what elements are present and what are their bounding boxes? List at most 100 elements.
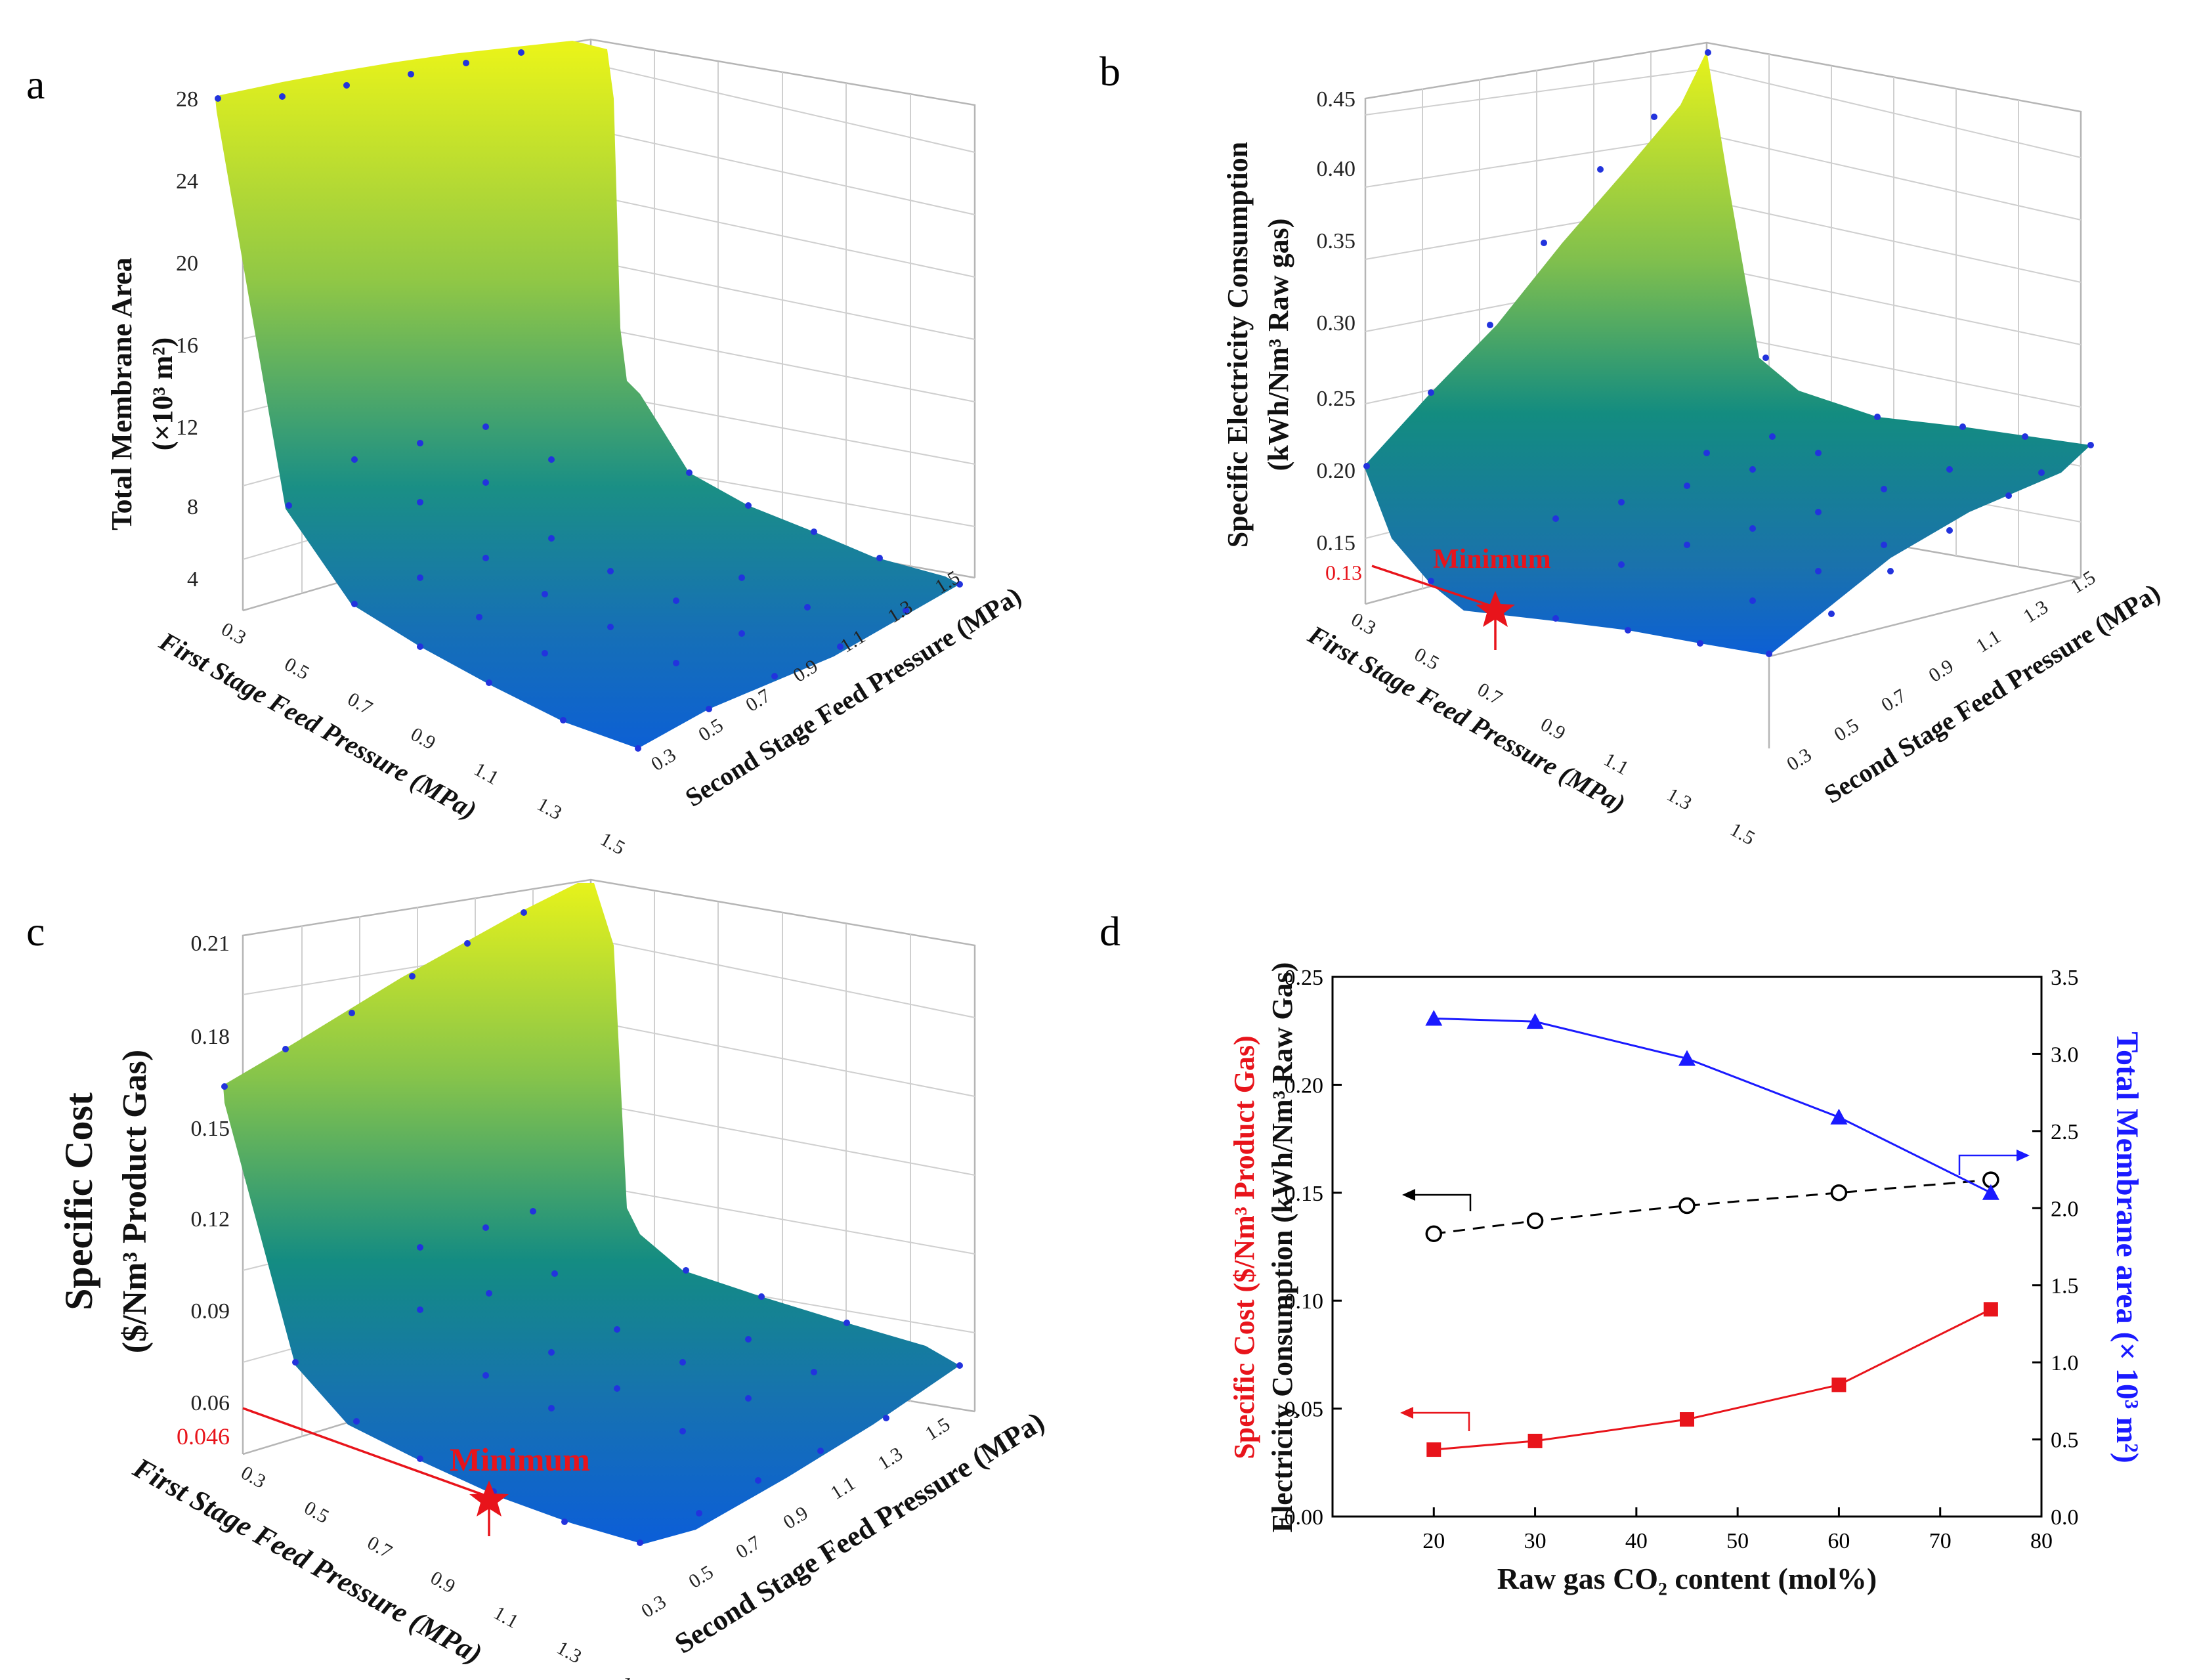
- left-arrow-icon: [1402, 1189, 1415, 1201]
- panel-c-points: [221, 909, 963, 1546]
- data-point: [417, 1244, 423, 1251]
- series-line-0: [1434, 1308, 1992, 1451]
- panel-b-minimum-marker: Minimum 0.13: [1325, 544, 1551, 650]
- data-point: [286, 502, 292, 509]
- z-tick-label: 0.06: [191, 1391, 230, 1415]
- data-point-square: [1680, 1412, 1694, 1427]
- data-point: [811, 528, 817, 535]
- data-point: [635, 745, 641, 752]
- panel-c-x-title: First Stage Feed Pressure (MPa): [127, 1451, 487, 1670]
- minimum-label: Minimum: [1433, 544, 1551, 574]
- data-point: [417, 1306, 423, 1313]
- data-point-square: [1426, 1442, 1441, 1457]
- panel-c-minimum-marker: Minimum 0.046: [177, 1407, 590, 1536]
- data-point: [486, 679, 492, 686]
- panel-a-z-unit: (×10³ m²): [146, 337, 179, 450]
- z-tick-label: 12: [176, 416, 198, 440]
- z-tick-label: 20: [176, 251, 198, 276]
- y-tick-label: 1.1: [1973, 626, 2005, 657]
- panel-b-z-title: Specific Electricity Consumption: [1222, 142, 1254, 548]
- data-point-triangle: [1830, 1108, 1848, 1125]
- data-point: [417, 643, 423, 650]
- z-tick-label: 0.15: [191, 1117, 230, 1141]
- data-point: [464, 940, 471, 947]
- data-point: [614, 1326, 620, 1333]
- z-tick-label: 0.45: [1317, 87, 1356, 112]
- panel-c-z-title: Specific Cost: [57, 1092, 100, 1310]
- data-point: [738, 630, 745, 637]
- data-point: [221, 1083, 228, 1090]
- x-tick-label: 1.5: [597, 829, 629, 859]
- y-tick-label: 0.7: [732, 1532, 764, 1563]
- panel-b: b: [1100, 41, 2165, 850]
- panel-a-surface: [215, 41, 960, 748]
- x-tick-label: 0.7: [364, 1532, 396, 1562]
- data-point: [282, 1046, 289, 1052]
- left-arrow-icon: [1400, 1407, 1413, 1419]
- panel-b-surface: [1364, 51, 2091, 655]
- data-point: [1428, 389, 1434, 396]
- z-tick-label: 0.15: [1317, 531, 1356, 555]
- data-point: [351, 601, 358, 607]
- data-point: [745, 1336, 752, 1343]
- data-point: [482, 479, 489, 486]
- x-tick-label: 1.3: [1663, 783, 1696, 814]
- data-point: [883, 1415, 889, 1421]
- data-point: [1815, 450, 1822, 456]
- panel-a-points: [215, 49, 963, 752]
- x-tick-label: 1.5: [616, 1672, 649, 1680]
- y-tick-label: 0.7: [1877, 685, 1910, 716]
- series-line-2: [1434, 1017, 1992, 1194]
- z-tick-label: 0.09: [191, 1299, 230, 1324]
- data-point: [343, 82, 350, 89]
- data-point: [2005, 492, 2012, 499]
- panel-d-ticks: 20 30 40 50 60 70 80 0.00 0.05 0.10 0.15 0.20 0.25 0.…: [1285, 966, 2079, 1553]
- data-point: [1749, 525, 1756, 532]
- data-point: [542, 650, 548, 657]
- x-tick-label: 1.1: [490, 1602, 522, 1633]
- data-point: [683, 1267, 689, 1274]
- x-tick-label: 20: [1422, 1529, 1445, 1553]
- data-point: [521, 909, 527, 916]
- panel-a: a: [26, 38, 1026, 859]
- data-point: [1697, 640, 1703, 647]
- y-tick-label: 0.5: [694, 714, 727, 746]
- data-point: [1815, 509, 1822, 515]
- data-point: [482, 423, 489, 430]
- panel-b-x-title: First Stage Feed Pressure (MPa): [1303, 619, 1631, 819]
- data-point: [1769, 433, 1776, 440]
- minimum-star-icon: [469, 1480, 509, 1517]
- data-point: [279, 93, 286, 100]
- data-point: [548, 456, 555, 463]
- data-point: [1705, 49, 1711, 56]
- x-tick-label: 50: [1726, 1529, 1749, 1553]
- data-point: [409, 973, 416, 980]
- data-point: [476, 614, 482, 620]
- data-point: [738, 574, 745, 581]
- x-tick-label: 70: [1929, 1529, 1952, 1553]
- data-point: [351, 456, 358, 463]
- y-left-tick-label: 0.05: [1285, 1398, 1324, 1422]
- data-point: [1887, 568, 1894, 574]
- data-point-square: [1831, 1377, 1847, 1392]
- y-tick-label: 0.5: [1830, 714, 1862, 746]
- data-point: [417, 440, 423, 446]
- z-tick-label: 24: [176, 169, 198, 194]
- panel-c-z-unit: ($/Nm³ Product Gas): [116, 1050, 154, 1353]
- data-point: [1428, 578, 1434, 584]
- data-point: [673, 597, 679, 604]
- data-point-square: [1983, 1302, 1998, 1317]
- panel-label-a: a: [26, 61, 45, 108]
- data-point: [1874, 414, 1881, 420]
- data-point: [482, 555, 489, 561]
- data-point: [956, 1362, 963, 1369]
- data-point: [548, 535, 555, 542]
- data-point: [1766, 651, 1772, 657]
- y-right-tick-label: 0.0: [2051, 1505, 2079, 1530]
- y-tick-label: 0.9: [779, 1502, 811, 1534]
- data-point-circle: [1425, 1225, 1443, 1243]
- y-tick-label: 1.3: [2020, 596, 2052, 628]
- panel-d-plot-frame: [1331, 976, 2043, 1518]
- x-tick-label: 0.5: [301, 1497, 333, 1528]
